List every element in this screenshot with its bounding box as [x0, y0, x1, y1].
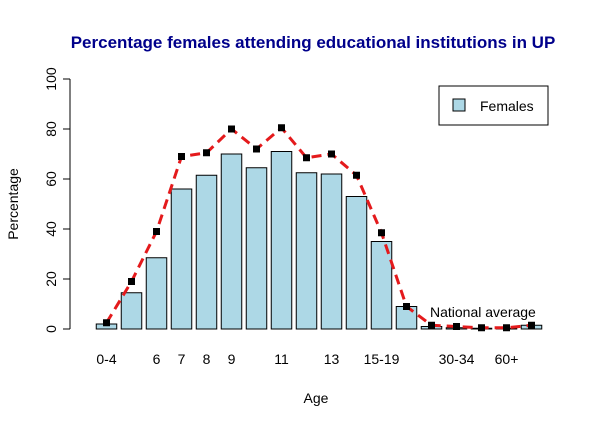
- bar: [120, 292, 143, 330]
- national-average-annotation: National average: [430, 304, 536, 320]
- y-tick-label: 100: [43, 67, 59, 91]
- x-tick-label: 30-34: [439, 351, 475, 367]
- x-tick-labels: 0-4 6 7 8 9 11 13 15-19 30-34 60+: [96, 351, 518, 367]
- national-average-line-group: [103, 124, 535, 332]
- x-tick-label: 15-19: [364, 351, 400, 367]
- x-tick-label: 9: [228, 351, 236, 367]
- data-point: [278, 124, 285, 132]
- y-axis: 0 20 40 60 80 100: [43, 67, 71, 333]
- y-tick-label: 40: [43, 221, 59, 237]
- data-point: [153, 228, 160, 235]
- data-point: [203, 149, 210, 157]
- data-point: [303, 154, 310, 162]
- x-tick-label: 60+: [495, 351, 519, 367]
- y-tick-label: 0: [43, 325, 59, 333]
- bar: [345, 196, 368, 330]
- data-point: [253, 145, 260, 153]
- y-axis-label: Percentage: [5, 168, 21, 240]
- x-tick-label: 0-4: [96, 351, 116, 367]
- data-point: [378, 229, 385, 237]
- bar: [370, 241, 393, 330]
- data-point: [103, 319, 110, 327]
- data-point: [328, 150, 335, 158]
- bars-group: [95, 151, 543, 330]
- bar: [245, 167, 268, 330]
- legend-label-females: Females: [480, 98, 534, 114]
- data-point: [528, 321, 535, 329]
- y-tick-label: 60: [43, 171, 59, 187]
- x-tick-label: 13: [324, 351, 340, 367]
- bar: [320, 173, 343, 330]
- legend-swatch: [452, 98, 466, 112]
- data-point: [453, 323, 460, 330]
- chart-title: Percentage females attending educational…: [71, 33, 556, 52]
- data-point: [128, 278, 135, 285]
- national-average-line: [105, 125, 532, 330]
- bar: [145, 257, 168, 330]
- bar: [295, 172, 318, 330]
- data-point: [503, 324, 510, 332]
- bar: [220, 153, 243, 330]
- data-point: [428, 321, 435, 329]
- data-point: [353, 171, 360, 179]
- data-point: [478, 324, 485, 332]
- data-point: [178, 153, 185, 160]
- y-tick-label: 20: [43, 271, 59, 287]
- bar: [170, 188, 193, 330]
- x-tick-label: 6: [153, 351, 161, 367]
- x-tick-label: 8: [203, 351, 211, 367]
- bar: [270, 151, 293, 330]
- x-axis-label: Age: [304, 390, 329, 406]
- y-tick-label: 80: [43, 121, 59, 137]
- data-point: [228, 125, 235, 133]
- bar: [195, 174, 218, 330]
- data-point: [403, 303, 410, 310]
- x-tick-label: 7: [178, 351, 186, 367]
- x-tick-label: 11: [274, 351, 289, 367]
- legend: Females: [438, 85, 549, 126]
